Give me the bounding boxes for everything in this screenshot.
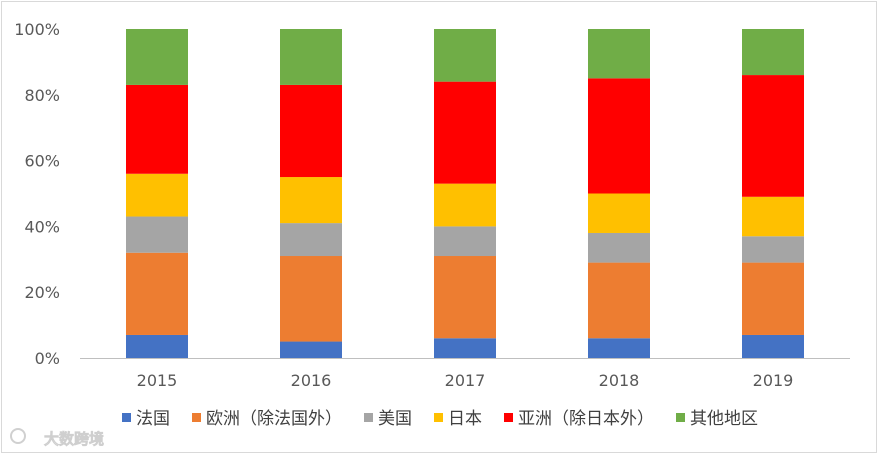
bar-segment-2015-s3: [126, 173, 188, 217]
y-tick-label: 0%: [35, 349, 60, 368]
legend-item: 其他地区: [676, 409, 758, 429]
bar-segment-2015-s0: [126, 334, 188, 358]
bar-segment-2018-s4: [588, 78, 650, 194]
x-tick-label: 2018: [599, 371, 640, 390]
legend-label: 法国: [136, 409, 170, 429]
bar-segment-2018-s0: [588, 338, 650, 358]
bar-segment-2018-s1: [588, 262, 650, 339]
legend-swatch: [192, 413, 201, 422]
bar-segment-2017-s0: [434, 338, 496, 358]
legend-swatch: [434, 413, 443, 422]
y-tick-label: 20%: [24, 283, 60, 302]
x-tick-label: 2019: [753, 371, 794, 390]
bar-segment-2016-s4: [280, 84, 342, 178]
y-tick-label: 60%: [24, 152, 60, 171]
bar-segment-2019-s2: [742, 236, 804, 263]
y-tick-label: 40%: [24, 217, 60, 236]
legend-label: 欧洲（除法国外）: [206, 409, 342, 429]
x-tick-label: 2016: [291, 371, 332, 390]
watermark: 大数跨境: [10, 428, 104, 448]
watermark-logo-icon: [10, 428, 26, 444]
bar-segment-2015-s5: [126, 29, 188, 85]
bar-segment-2016-s3: [280, 177, 342, 224]
legend-label: 亚洲（除日本外）: [518, 409, 654, 429]
bar-segment-2017-s3: [434, 183, 496, 227]
bar-segment-2019-s0: [742, 334, 804, 358]
legend-item: 日本: [434, 409, 482, 429]
legend-label: 其他地区: [690, 409, 758, 429]
bar-segment-2016-s0: [280, 341, 342, 358]
legend-item: 欧洲（除法国外）: [192, 409, 342, 429]
legend: 法国 欧洲（除法国外） 美国 日本 亚洲（除日本外） 其他地区: [122, 409, 758, 429]
legend-swatch: [676, 413, 685, 422]
bar-segment-2016-s1: [280, 256, 342, 342]
bar-segment-2015-s1: [126, 252, 188, 335]
y-tick-label: 80%: [24, 86, 60, 105]
bars-layer: [126, 29, 804, 358]
watermark-text: 大数跨境: [44, 430, 104, 448]
bar-segment-2017-s2: [434, 226, 496, 257]
bar-segment-2017-s4: [434, 81, 496, 184]
bar-segment-2018-s2: [588, 232, 650, 263]
bar-segment-2016-s5: [280, 29, 342, 85]
legend-swatch: [122, 413, 131, 422]
legend-label: 日本: [448, 409, 482, 429]
bar-segment-2019-s1: [742, 262, 804, 335]
bar-segment-2017-s5: [434, 29, 496, 82]
bar-segment-2015-s4: [126, 84, 188, 174]
bar-segment-2018-s5: [588, 29, 650, 79]
legend-item: 亚洲（除日本外）: [504, 409, 654, 429]
y-tick-labels: 0% 20% 40% 60% 80% 100%: [14, 20, 60, 368]
bar-segment-2019-s4: [742, 75, 804, 197]
y-tick-label: 100%: [14, 20, 60, 39]
legend-item: 法国: [122, 409, 170, 429]
bar-segment-2015-s2: [126, 216, 188, 253]
bar-segment-2017-s1: [434, 256, 496, 339]
bar-segment-2018-s3: [588, 193, 650, 233]
x-tick-label: 2017: [445, 371, 486, 390]
bar-segment-2019-s3: [742, 196, 804, 237]
legend-swatch: [504, 413, 513, 422]
x-tick-label: 2015: [137, 371, 178, 390]
bar-segment-2019-s5: [742, 29, 804, 76]
legend-label: 美国: [378, 409, 412, 429]
x-tick-labels: 2015 2016 2017 2018 2019: [137, 371, 794, 390]
legend-item: 美国: [364, 409, 412, 429]
legend-swatch: [364, 413, 373, 422]
bar-segment-2016-s2: [280, 223, 342, 257]
